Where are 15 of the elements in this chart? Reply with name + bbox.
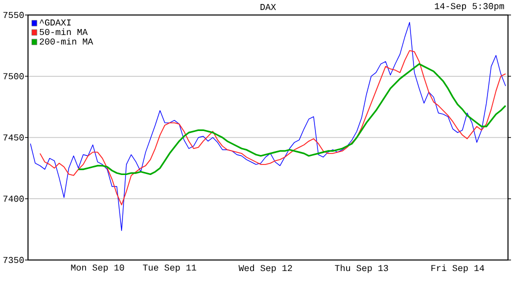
y-tick-label: 7450 — [3, 134, 24, 141]
y-tick-label: 7350 — [3, 256, 24, 264]
chart-title: DAX — [260, 4, 276, 10]
x-tick-label: Mon Sep 10 — [71, 264, 124, 272]
x-tick-label: Tue Sep 11 — [142, 264, 196, 272]
x-tick-label: Thu Sep 13 — [334, 264, 388, 273]
legend-label: 200-min MA — [40, 38, 94, 45]
y-tick-label: 7500 — [3, 73, 24, 80]
legend-label: ^GDAXI — [40, 19, 71, 26]
chart-subtitle: 14-Sep 5:30pm — [434, 3, 504, 11]
x-tick-label: Wed Sep 12 — [238, 264, 292, 273]
x-tick-label: Fri Sep 14 — [431, 264, 484, 273]
legend-label: 50-min MA — [40, 28, 88, 36]
y-tick-label: 7550 — [3, 12, 24, 18]
y-tick-label: 7400 — [3, 196, 24, 202]
